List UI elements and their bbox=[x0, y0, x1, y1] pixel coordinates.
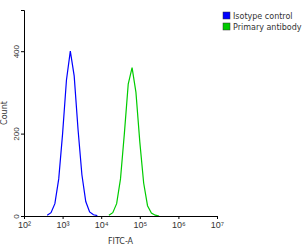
x-tick: 10⁷ bbox=[211, 216, 224, 230]
legend-label: Primary antibody bbox=[233, 23, 302, 32]
legend-swatch bbox=[223, 23, 230, 30]
plot-area: 10² 10³ 10⁴ 10⁵ 10⁶ 10⁷ 0 200 400 bbox=[12, 11, 224, 231]
x-tick-label: 10³ bbox=[57, 220, 70, 230]
series-line bbox=[109, 68, 159, 216]
series-line bbox=[47, 51, 97, 215]
legend-item: Isotype control bbox=[223, 12, 293, 21]
y-tick-label: 200 bbox=[12, 127, 21, 141]
x-axis: 10² 10³ 10⁴ 10⁵ 10⁶ 10⁷ bbox=[18, 216, 224, 230]
y-tick: 400 bbox=[12, 44, 24, 58]
legend-item: Primary antibody bbox=[223, 23, 302, 32]
x-tick-label: 10⁷ bbox=[211, 220, 224, 230]
chart: 10² 10³ 10⁴ 10⁵ 10⁶ 10⁷ 0 200 400 FITC-A Count Isot… bbox=[0, 0, 305, 250]
x-tick-label: 10⁶ bbox=[172, 220, 186, 230]
y-tick-mark bbox=[21, 51, 24, 52]
y-tick-label: 0 bbox=[12, 214, 21, 219]
y-tick-mark bbox=[21, 216, 24, 217]
x-tick: 10⁵ bbox=[133, 216, 147, 230]
y-tick-mark bbox=[21, 134, 24, 135]
x-tick-mark bbox=[217, 216, 218, 219]
y-axis: 0 200 400 bbox=[12, 11, 25, 219]
y-tick-label: 400 bbox=[12, 44, 21, 58]
x-tick-label: 10⁴ bbox=[95, 220, 109, 230]
y-tick: 0 bbox=[12, 214, 24, 219]
y-tick: 200 bbox=[12, 127, 24, 141]
x-axis-line bbox=[25, 217, 218, 220]
y-axis-title: Count bbox=[0, 101, 9, 125]
y-axis-line bbox=[21, 11, 25, 217]
x-tick-mark bbox=[63, 216, 64, 219]
legend-label: Isotype control bbox=[233, 12, 293, 21]
x-tick: 10⁶ bbox=[172, 216, 186, 230]
legend-swatch bbox=[223, 12, 230, 19]
x-tick-label: 10² bbox=[18, 220, 31, 230]
x-tick-mark bbox=[178, 216, 179, 219]
x-tick: 10³ bbox=[57, 216, 70, 230]
legend: Isotype control Primary antibody bbox=[223, 12, 302, 32]
x-tick-mark bbox=[101, 216, 102, 219]
x-tick-mark bbox=[140, 216, 141, 219]
x-tick: 10⁴ bbox=[95, 216, 109, 230]
x-tick-label: 10⁵ bbox=[133, 220, 147, 230]
x-axis-title: FITC-A bbox=[108, 237, 134, 246]
series-group bbox=[47, 51, 159, 216]
